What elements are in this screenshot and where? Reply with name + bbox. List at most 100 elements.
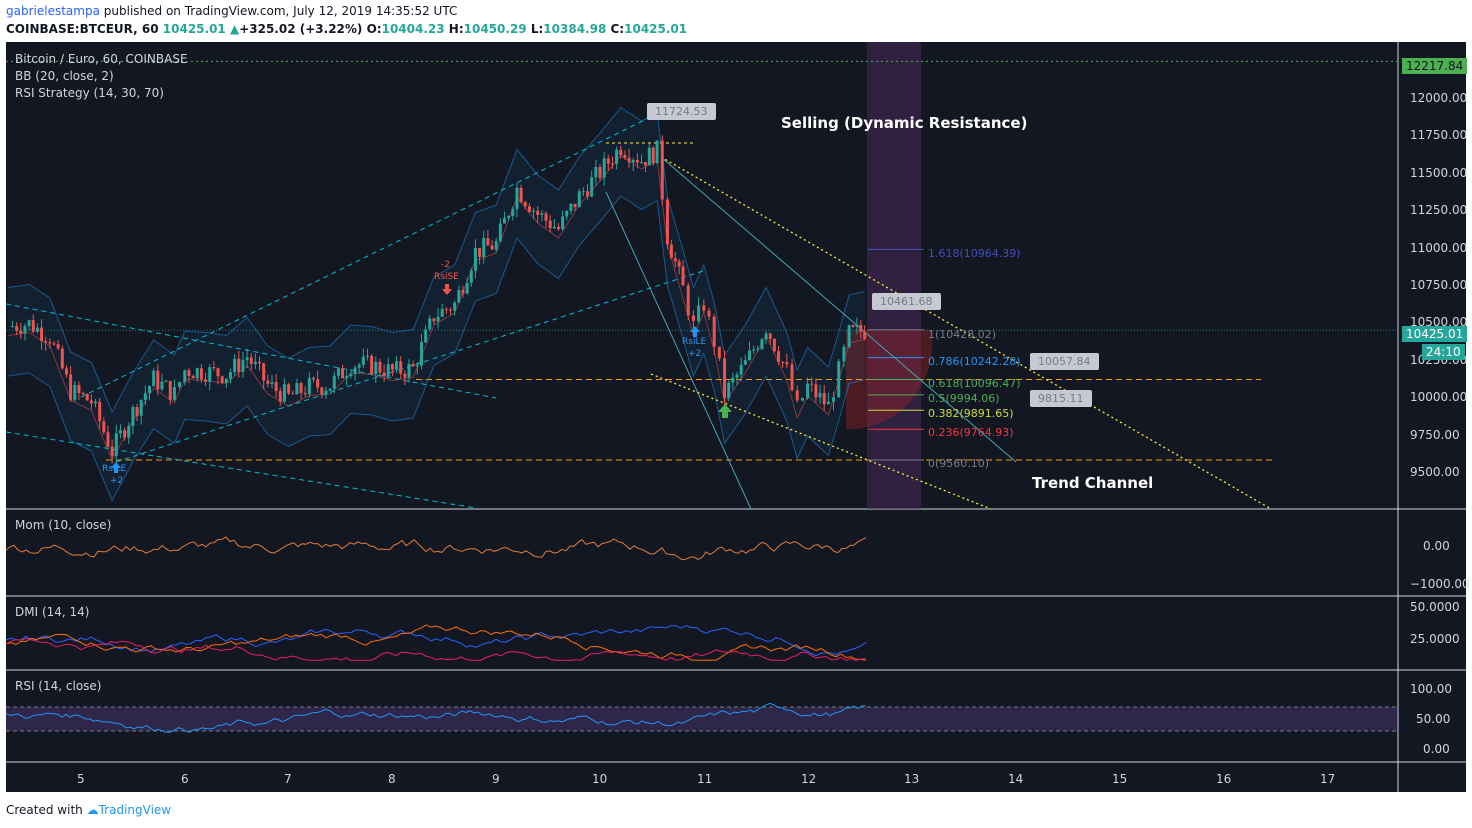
candle-body: [619, 149, 623, 156]
candle-body: [328, 388, 332, 391]
chart-canvas[interactable]: [6, 42, 1466, 792]
dmi-line: [6, 637, 867, 661]
bollinger-fill: [8, 107, 865, 501]
candle-body: [299, 383, 303, 394]
time-tick: 6: [181, 772, 189, 786]
trend-channel-lower: [650, 373, 992, 510]
mom-tick: 0.00: [1423, 539, 1450, 553]
legend-rsi[interactable]: RSI (14, close): [15, 679, 102, 693]
candle-body: [717, 346, 721, 359]
candle-body: [156, 370, 160, 390]
mom-tick: −1000.00: [1410, 577, 1470, 591]
candle-body: [532, 210, 536, 212]
candle-body: [270, 382, 274, 384]
legend-mom[interactable]: Mom (10, close): [15, 518, 112, 532]
time-tick: 16: [1216, 772, 1232, 786]
author-link[interactable]: gabrielestampa: [6, 4, 100, 18]
candle-body: [428, 318, 432, 330]
candle-body: [826, 401, 830, 405]
candle-body: [307, 377, 311, 395]
candle-body: [660, 140, 664, 200]
candle-body: [56, 344, 60, 349]
fib-0382: 0.382(9891.65): [928, 407, 1014, 420]
candle-body: [168, 381, 172, 400]
dmi-tick: 25.0000: [1410, 632, 1460, 646]
candle-body: [399, 361, 403, 374]
candle-body: [548, 220, 552, 229]
candle-body: [73, 385, 77, 400]
price-tick: 10500.00: [1410, 315, 1468, 329]
candle-body: [345, 376, 349, 379]
candle-body: [249, 357, 253, 364]
candle-body: [419, 342, 423, 366]
trend-channel-annotation: Trend Channel: [1032, 474, 1154, 492]
candle-body: [303, 393, 307, 395]
candle-body: [602, 158, 606, 178]
candle-body: [540, 213, 544, 215]
candle-body: [640, 162, 644, 164]
legend-bb[interactable]: BB (20, close, 2): [15, 69, 114, 83]
close-value: 10425.01: [624, 22, 688, 36]
candle-body: [320, 387, 324, 395]
candle-body: [490, 245, 494, 250]
high-value: 10450.29: [463, 22, 527, 36]
change-value: +325.02 (+3.22%): [239, 22, 363, 36]
candle-body: [237, 358, 241, 372]
fib-05: 0.5(9994.06): [928, 392, 1000, 405]
candle-body: [507, 216, 511, 218]
candle-body: [178, 382, 182, 388]
candle-body: [85, 394, 89, 401]
symbol-ohlc-header: COINBASE:BTCEUR, 60 10425.01 ▲+325.02 (+…: [6, 22, 687, 36]
candle-body: [536, 210, 540, 215]
long-signal-arrow-icon: [111, 462, 121, 473]
candle-body: [52, 343, 56, 345]
candle-body: [677, 261, 681, 267]
candle-body: [606, 158, 610, 164]
candle-body: [241, 360, 245, 372]
candle-body: [647, 147, 651, 166]
candle-body: [449, 309, 453, 311]
legend-rsi-strategy[interactable]: RSI Strategy (14, 30, 70): [15, 86, 164, 100]
candle-body: [752, 349, 756, 351]
candle-body: [669, 244, 673, 259]
price-tag-countdown: 24:10: [1422, 344, 1465, 360]
candle-body: [365, 355, 369, 357]
candle-body: [258, 361, 262, 364]
candle-body: [127, 425, 131, 438]
candle-body: [581, 191, 585, 193]
candle-body: [760, 339, 764, 349]
momentum-line: [6, 536, 867, 561]
long-signal-count: +2: [110, 476, 124, 486]
long-signal-arrow-icon: [690, 326, 700, 337]
symbol-label: COINBASE:BTCEUR, 60: [6, 22, 159, 36]
candle-body: [712, 316, 716, 347]
time-tick: 13: [904, 772, 920, 786]
open-label: O:: [366, 22, 382, 36]
published-text: published on TradingView.com, July 12, 2…: [103, 4, 458, 18]
created-with-label: Created with: [6, 803, 83, 817]
price-tick: 10000.00: [1410, 390, 1468, 404]
candle-body: [212, 367, 216, 369]
candle-body: [743, 360, 747, 365]
candle-body: [635, 159, 639, 163]
chart-area[interactable]: Bitcoin / Euro, 60, COINBASE BB (20, clo…: [6, 42, 1470, 792]
candle-body: [482, 238, 486, 257]
right-callout-1: 10057.84: [1030, 353, 1099, 370]
candle-body: [415, 365, 419, 367]
candle-body: [390, 364, 394, 370]
candle-body: [411, 363, 415, 367]
candle-body: [282, 384, 286, 402]
candle-body: [106, 432, 110, 447]
tradingview-link[interactable]: TradingView: [98, 803, 172, 817]
legend-dmi[interactable]: DMI (14, 14): [15, 605, 90, 619]
candle-body: [594, 167, 598, 178]
candle-body: [266, 380, 270, 384]
rsi-tick: 100.00: [1410, 682, 1452, 696]
rsi-line: [6, 702, 866, 733]
candle-body: [863, 331, 867, 339]
candle-body: [785, 362, 789, 365]
low-value: 10384.98: [543, 22, 607, 36]
candle-body: [172, 387, 176, 400]
candle-body: [262, 363, 266, 381]
time-tick: 11: [697, 772, 713, 786]
